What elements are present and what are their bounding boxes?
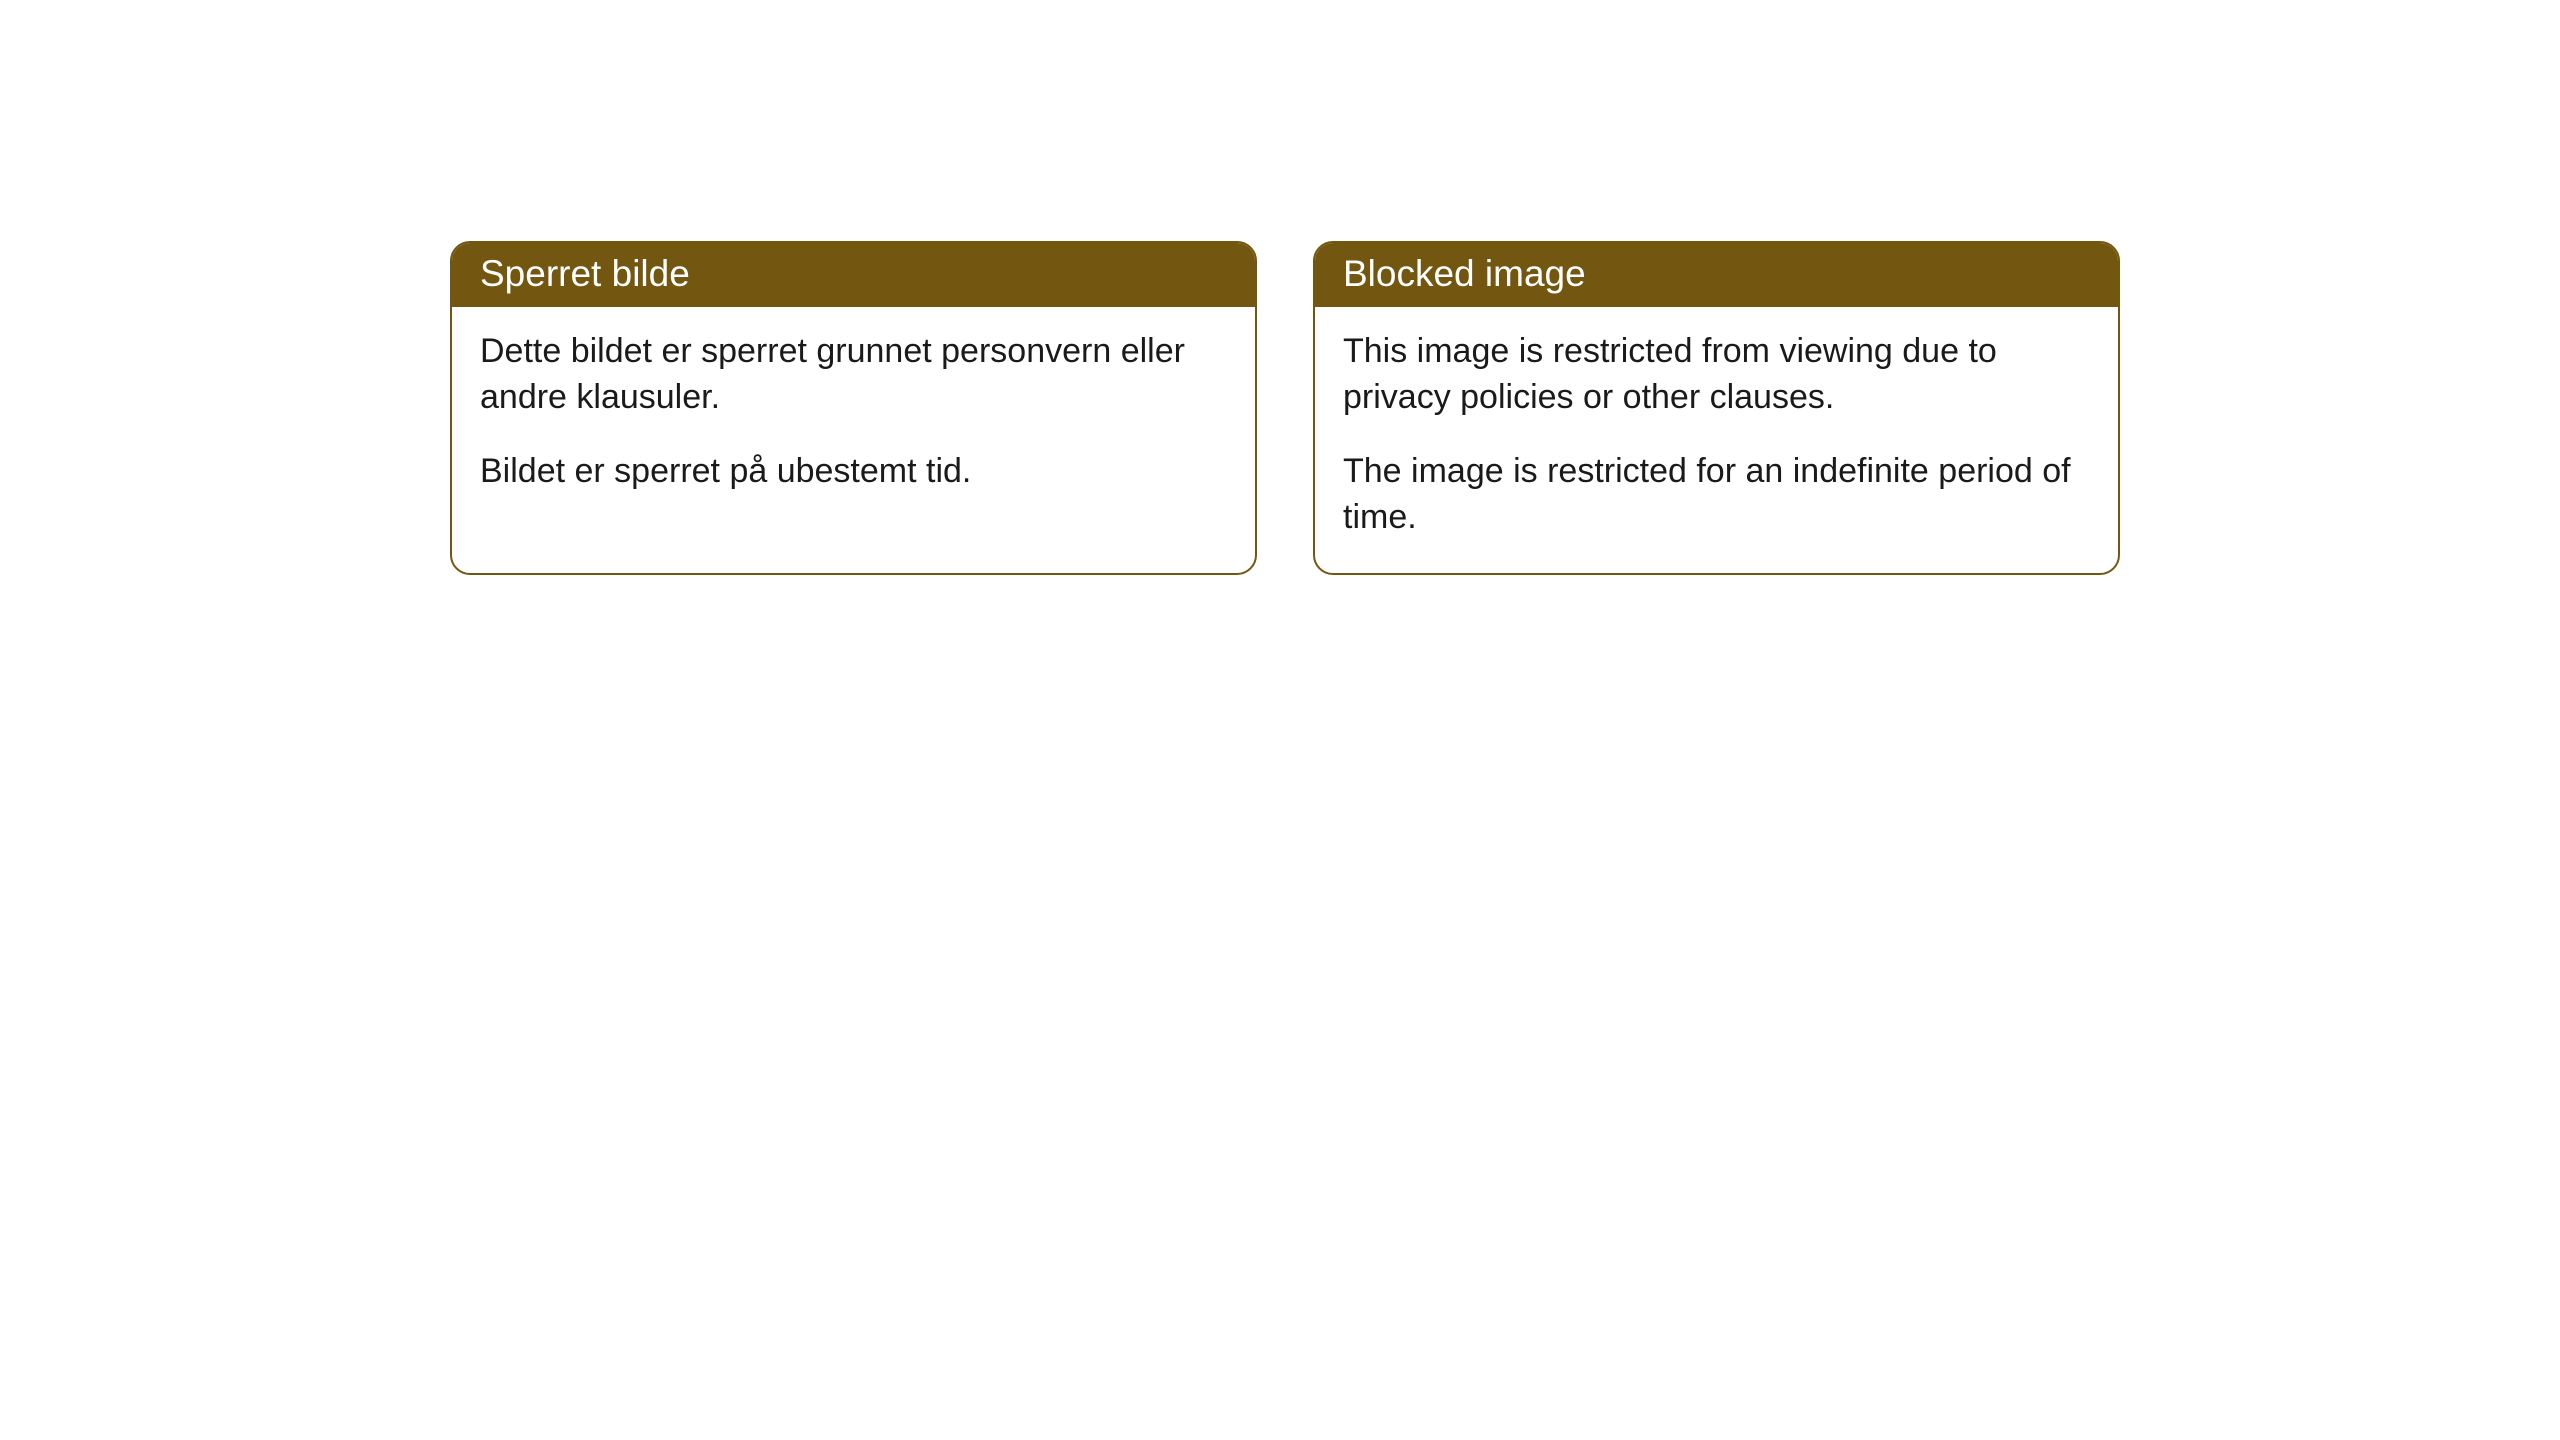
card-paragraph: The image is restricted for an indefinit… xyxy=(1343,449,2090,541)
notice-card-norwegian: Sperret bilde Dette bildet er sperret gr… xyxy=(450,241,1257,575)
card-title: Blocked image xyxy=(1343,253,1586,294)
card-body: This image is restricted from viewing du… xyxy=(1315,307,2118,573)
card-paragraph: Dette bildet er sperret grunnet personve… xyxy=(480,329,1227,421)
notice-card-english: Blocked image This image is restricted f… xyxy=(1313,241,2120,575)
card-paragraph: Bildet er sperret på ubestemt tid. xyxy=(480,449,1227,495)
card-paragraph: This image is restricted from viewing du… xyxy=(1343,329,2090,421)
card-title: Sperret bilde xyxy=(480,253,690,294)
card-body: Dette bildet er sperret grunnet personve… xyxy=(452,307,1255,527)
card-header: Sperret bilde xyxy=(452,243,1255,307)
card-header: Blocked image xyxy=(1315,243,2118,307)
notice-container: Sperret bilde Dette bildet er sperret gr… xyxy=(0,0,2560,575)
